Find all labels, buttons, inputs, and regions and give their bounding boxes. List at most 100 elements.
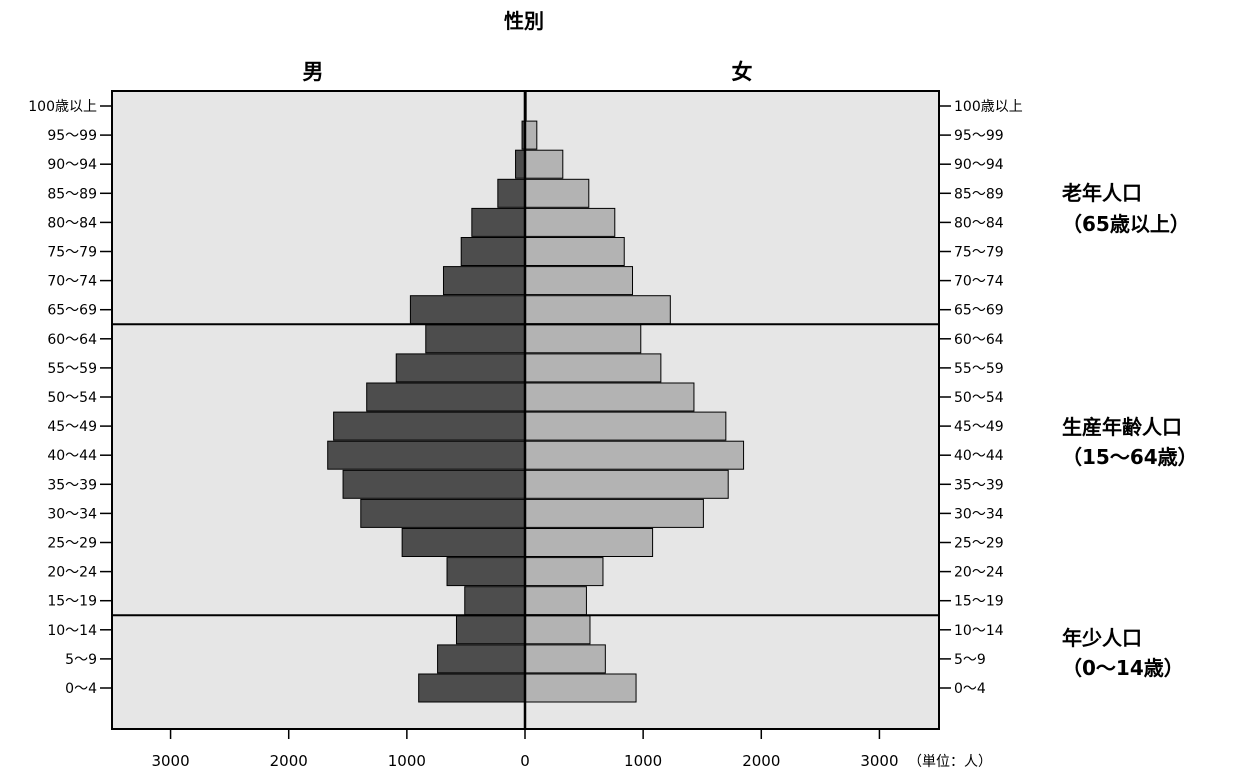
age-label-right-6: 30～34 — [954, 506, 1004, 522]
bar-male-14 — [442, 266, 526, 296]
age-label-right-11: 55～59 — [954, 361, 1004, 377]
bar-female-18 — [524, 149, 564, 179]
bar-female-1 — [524, 644, 606, 674]
x-tick-label-4: 1000 — [624, 752, 662, 770]
bar-male-16 — [471, 207, 526, 237]
age-label-right-15: 75～79 — [954, 245, 1004, 261]
bar-male-0 — [418, 673, 526, 703]
bar-female-3 — [524, 586, 587, 616]
age-label-left-4: 20～24 — [47, 565, 97, 581]
age-label-left-17: 85～89 — [47, 186, 97, 202]
bar-male-7 — [342, 469, 526, 499]
age-label-left-2: 10～14 — [47, 623, 97, 639]
x-tick-label-0: 3000 — [151, 752, 189, 770]
group-label-youth: 年少人口 — [1062, 626, 1142, 650]
group-label-elderly-range: （65歳以上） — [1062, 212, 1190, 236]
bar-male-13 — [409, 295, 526, 325]
age-label-right-19: 95～99 — [954, 128, 1004, 144]
bar-female-12 — [524, 324, 642, 354]
bar-male-8 — [327, 440, 526, 470]
age-label-right-10: 50～54 — [954, 390, 1004, 406]
x-tick-label-6: 3000 — [860, 752, 898, 770]
group-label-working-range: （15～64歳） — [1062, 445, 1198, 469]
bar-female-10 — [524, 382, 695, 412]
bar-female-4 — [524, 557, 604, 587]
group-label-working: 生産年齢人口 — [1062, 415, 1182, 439]
age-label-left-6: 30～34 — [47, 506, 97, 522]
age-label-left-1: 5～9 — [65, 652, 97, 668]
age-label-left-10: 50～54 — [47, 390, 97, 406]
age-label-left-12: 60～64 — [47, 332, 97, 348]
age-label-right-7: 35～39 — [954, 477, 1004, 493]
bar-male-10 — [366, 382, 526, 412]
age-label-left-11: 55～59 — [47, 361, 97, 377]
bar-male-4 — [446, 557, 526, 587]
series-label-female: 女 — [732, 60, 753, 84]
age-label-left-15: 75～79 — [47, 245, 97, 261]
age-label-right-8: 40～44 — [954, 448, 1004, 464]
bar-female-8 — [524, 440, 745, 470]
x-tick-label-2: 1000 — [388, 752, 426, 770]
bar-male-2 — [455, 615, 526, 645]
age-label-right-14: 70～74 — [954, 274, 1004, 290]
age-label-left-18: 90～94 — [47, 157, 97, 173]
age-label-left-20: 100歳以上 — [28, 99, 97, 115]
bar-female-0 — [524, 673, 637, 703]
bar-male-11 — [395, 353, 526, 383]
bar-male-5 — [401, 528, 526, 557]
series-label-male: 男 — [303, 60, 324, 84]
age-label-right-17: 85～89 — [954, 186, 1004, 202]
age-label-right-2: 10～14 — [954, 623, 1004, 639]
bar-female-6 — [524, 498, 704, 528]
bar-female-13 — [524, 295, 671, 325]
age-ticks-layer: 0～4 0～4 5～9 5～9 10～14 10～14 15～19 15～19 20～24 20～… — [28, 99, 1022, 697]
bar-female-7 — [524, 469, 729, 499]
age-label-left-19: 95～99 — [47, 128, 97, 144]
bar-female-5 — [524, 528, 654, 557]
age-label-right-3: 15～19 — [954, 594, 1004, 610]
age-label-left-5: 25～29 — [47, 536, 97, 552]
age-label-right-1: 5～9 — [954, 652, 986, 668]
bar-female-16 — [524, 207, 616, 237]
separator-lines — [112, 323, 939, 617]
x-tick-label-5: 2000 — [742, 752, 780, 770]
bar-female-11 — [524, 353, 662, 383]
age-label-left-3: 15～19 — [47, 594, 97, 610]
age-label-left-7: 35～39 — [47, 477, 97, 493]
group-label-youth-range: （0～14歳） — [1062, 656, 1184, 680]
chart-title: 性別 — [504, 9, 544, 33]
age-label-right-4: 20～24 — [954, 565, 1004, 581]
x-axis-layer: 3000 2000 1000 0 1000 2000 3000 — [151, 729, 899, 770]
bar-male-12 — [425, 324, 526, 354]
age-label-left-16: 80～84 — [47, 215, 97, 231]
bars-layer — [327, 91, 745, 703]
x-tick-label-1: 2000 — [270, 752, 308, 770]
bar-male-17 — [497, 178, 526, 208]
age-label-right-5: 25～29 — [954, 536, 1004, 552]
age-label-left-9: 45～49 — [47, 419, 97, 435]
bar-female-2 — [524, 615, 591, 645]
age-label-right-18: 90～94 — [954, 157, 1004, 173]
age-label-right-16: 80～84 — [954, 215, 1004, 231]
age-label-right-0: 0～4 — [954, 681, 986, 697]
bar-female-9 — [524, 411, 727, 441]
bar-male-6 — [360, 498, 526, 528]
age-label-left-0: 0～4 — [65, 681, 97, 697]
bar-female-15 — [524, 237, 625, 266]
unit-label: （単位：人） — [908, 754, 992, 770]
bar-male-18 — [515, 149, 526, 179]
group-label-elderly: 老年人口 — [1062, 181, 1142, 205]
age-label-left-14: 70～74 — [47, 274, 97, 290]
bar-male-9 — [333, 411, 526, 441]
age-group-labels: 老年人口 （65歳以上） 生産年齢人口 （15～64歳） 年少人口 （0～14歳… — [1062, 181, 1198, 680]
x-tick-label-3: 0 — [520, 752, 530, 770]
bar-male-3 — [464, 586, 526, 616]
age-label-right-12: 60～64 — [954, 332, 1004, 348]
bar-female-19 — [524, 120, 538, 150]
bar-male-15 — [460, 237, 526, 266]
bar-male-1 — [437, 644, 526, 674]
bar-female-17 — [524, 178, 590, 208]
age-label-right-13: 65～69 — [954, 303, 1004, 319]
bar-female-14 — [524, 266, 634, 296]
